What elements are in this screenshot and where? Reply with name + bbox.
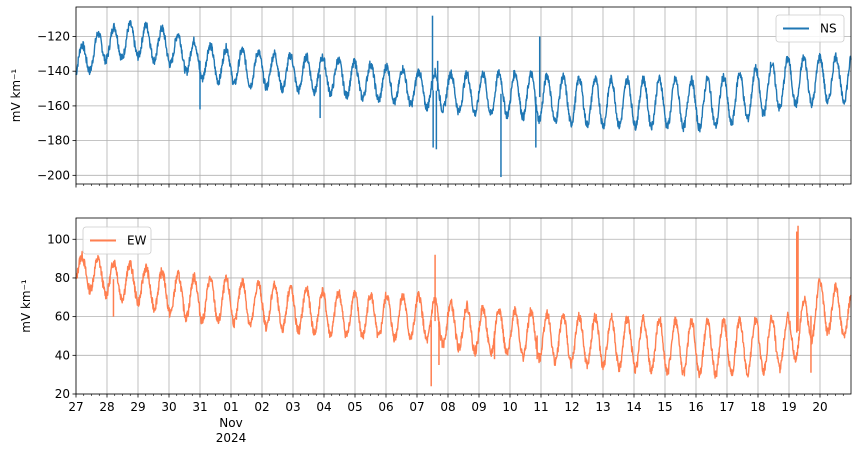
ew-panel: 20 40 60 80 100 27 28 29 30 31 01 02 03 04 05 06 07 08 09… (19, 217, 852, 445)
x-tick-label: 02 (254, 400, 269, 414)
x-tick-label: 14 (626, 400, 641, 414)
ns-legend: NS (775, 14, 845, 43)
x-tick-label: 30 (161, 400, 176, 414)
ns-y-tick-label: −120 (37, 30, 70, 44)
x-tick-label: 04 (316, 400, 331, 414)
ew-legend-label: EW (127, 234, 147, 248)
x-tick-label: 01 (223, 400, 238, 414)
ew-legend: EW (82, 226, 152, 255)
x-tick-label: 10 (502, 400, 517, 414)
ns-legend-label: NS (820, 22, 837, 36)
ns-y-tick-label: −140 (37, 64, 70, 78)
ew-y-tick-label: 100 (47, 232, 70, 246)
x-tick-label: 29 (130, 400, 145, 414)
ns-y-tick-label: −180 (37, 134, 70, 148)
x-month-label: Nov (219, 416, 242, 430)
x-tick-label: 07 (409, 400, 424, 414)
x-tick-label: 20 (812, 400, 827, 414)
x-tick-label: 17 (719, 400, 734, 414)
x-tick-label: 31 (192, 400, 207, 414)
x-tick-label: 15 (657, 400, 672, 414)
ns-y-axis-label: mV km⁻¹ (9, 69, 23, 123)
x-tick-label: 28 (99, 400, 114, 414)
x-tick-label: 19 (781, 400, 796, 414)
ew-y-tick-label: 40 (55, 348, 70, 362)
ew-y-tick-label: 20 (55, 387, 70, 401)
x-tick-label: 06 (378, 400, 393, 414)
ew-series-line (75, 250, 852, 379)
ew-y-tick-label: 80 (55, 271, 70, 285)
x-tick-label: 09 (471, 400, 486, 414)
x-tick-label: 13 (595, 400, 610, 414)
ew-y-tick-label: 60 (55, 310, 70, 324)
x-tick-label: 12 (564, 400, 579, 414)
x-tick-label: 27 (68, 400, 83, 414)
ns-y-tick-label: −160 (37, 99, 70, 113)
x-tick-label: 18 (750, 400, 765, 414)
x-tick-label: 05 (347, 400, 362, 414)
x-tick-label: 03 (285, 400, 300, 414)
x-tick-label: 11 (533, 400, 548, 414)
x-tick-label: 08 (440, 400, 455, 414)
ns-panel: −120 −140 −160 −180 −200 mV km⁻¹ NS (9, 6, 852, 188)
ns-series-line (75, 20, 852, 133)
x-tick-label: 16 (688, 400, 703, 414)
ew-y-axis-label: mV km⁻¹ (19, 279, 33, 333)
x-year-label: 2024 (216, 431, 247, 445)
ns-y-tick-label: −200 (37, 168, 70, 182)
